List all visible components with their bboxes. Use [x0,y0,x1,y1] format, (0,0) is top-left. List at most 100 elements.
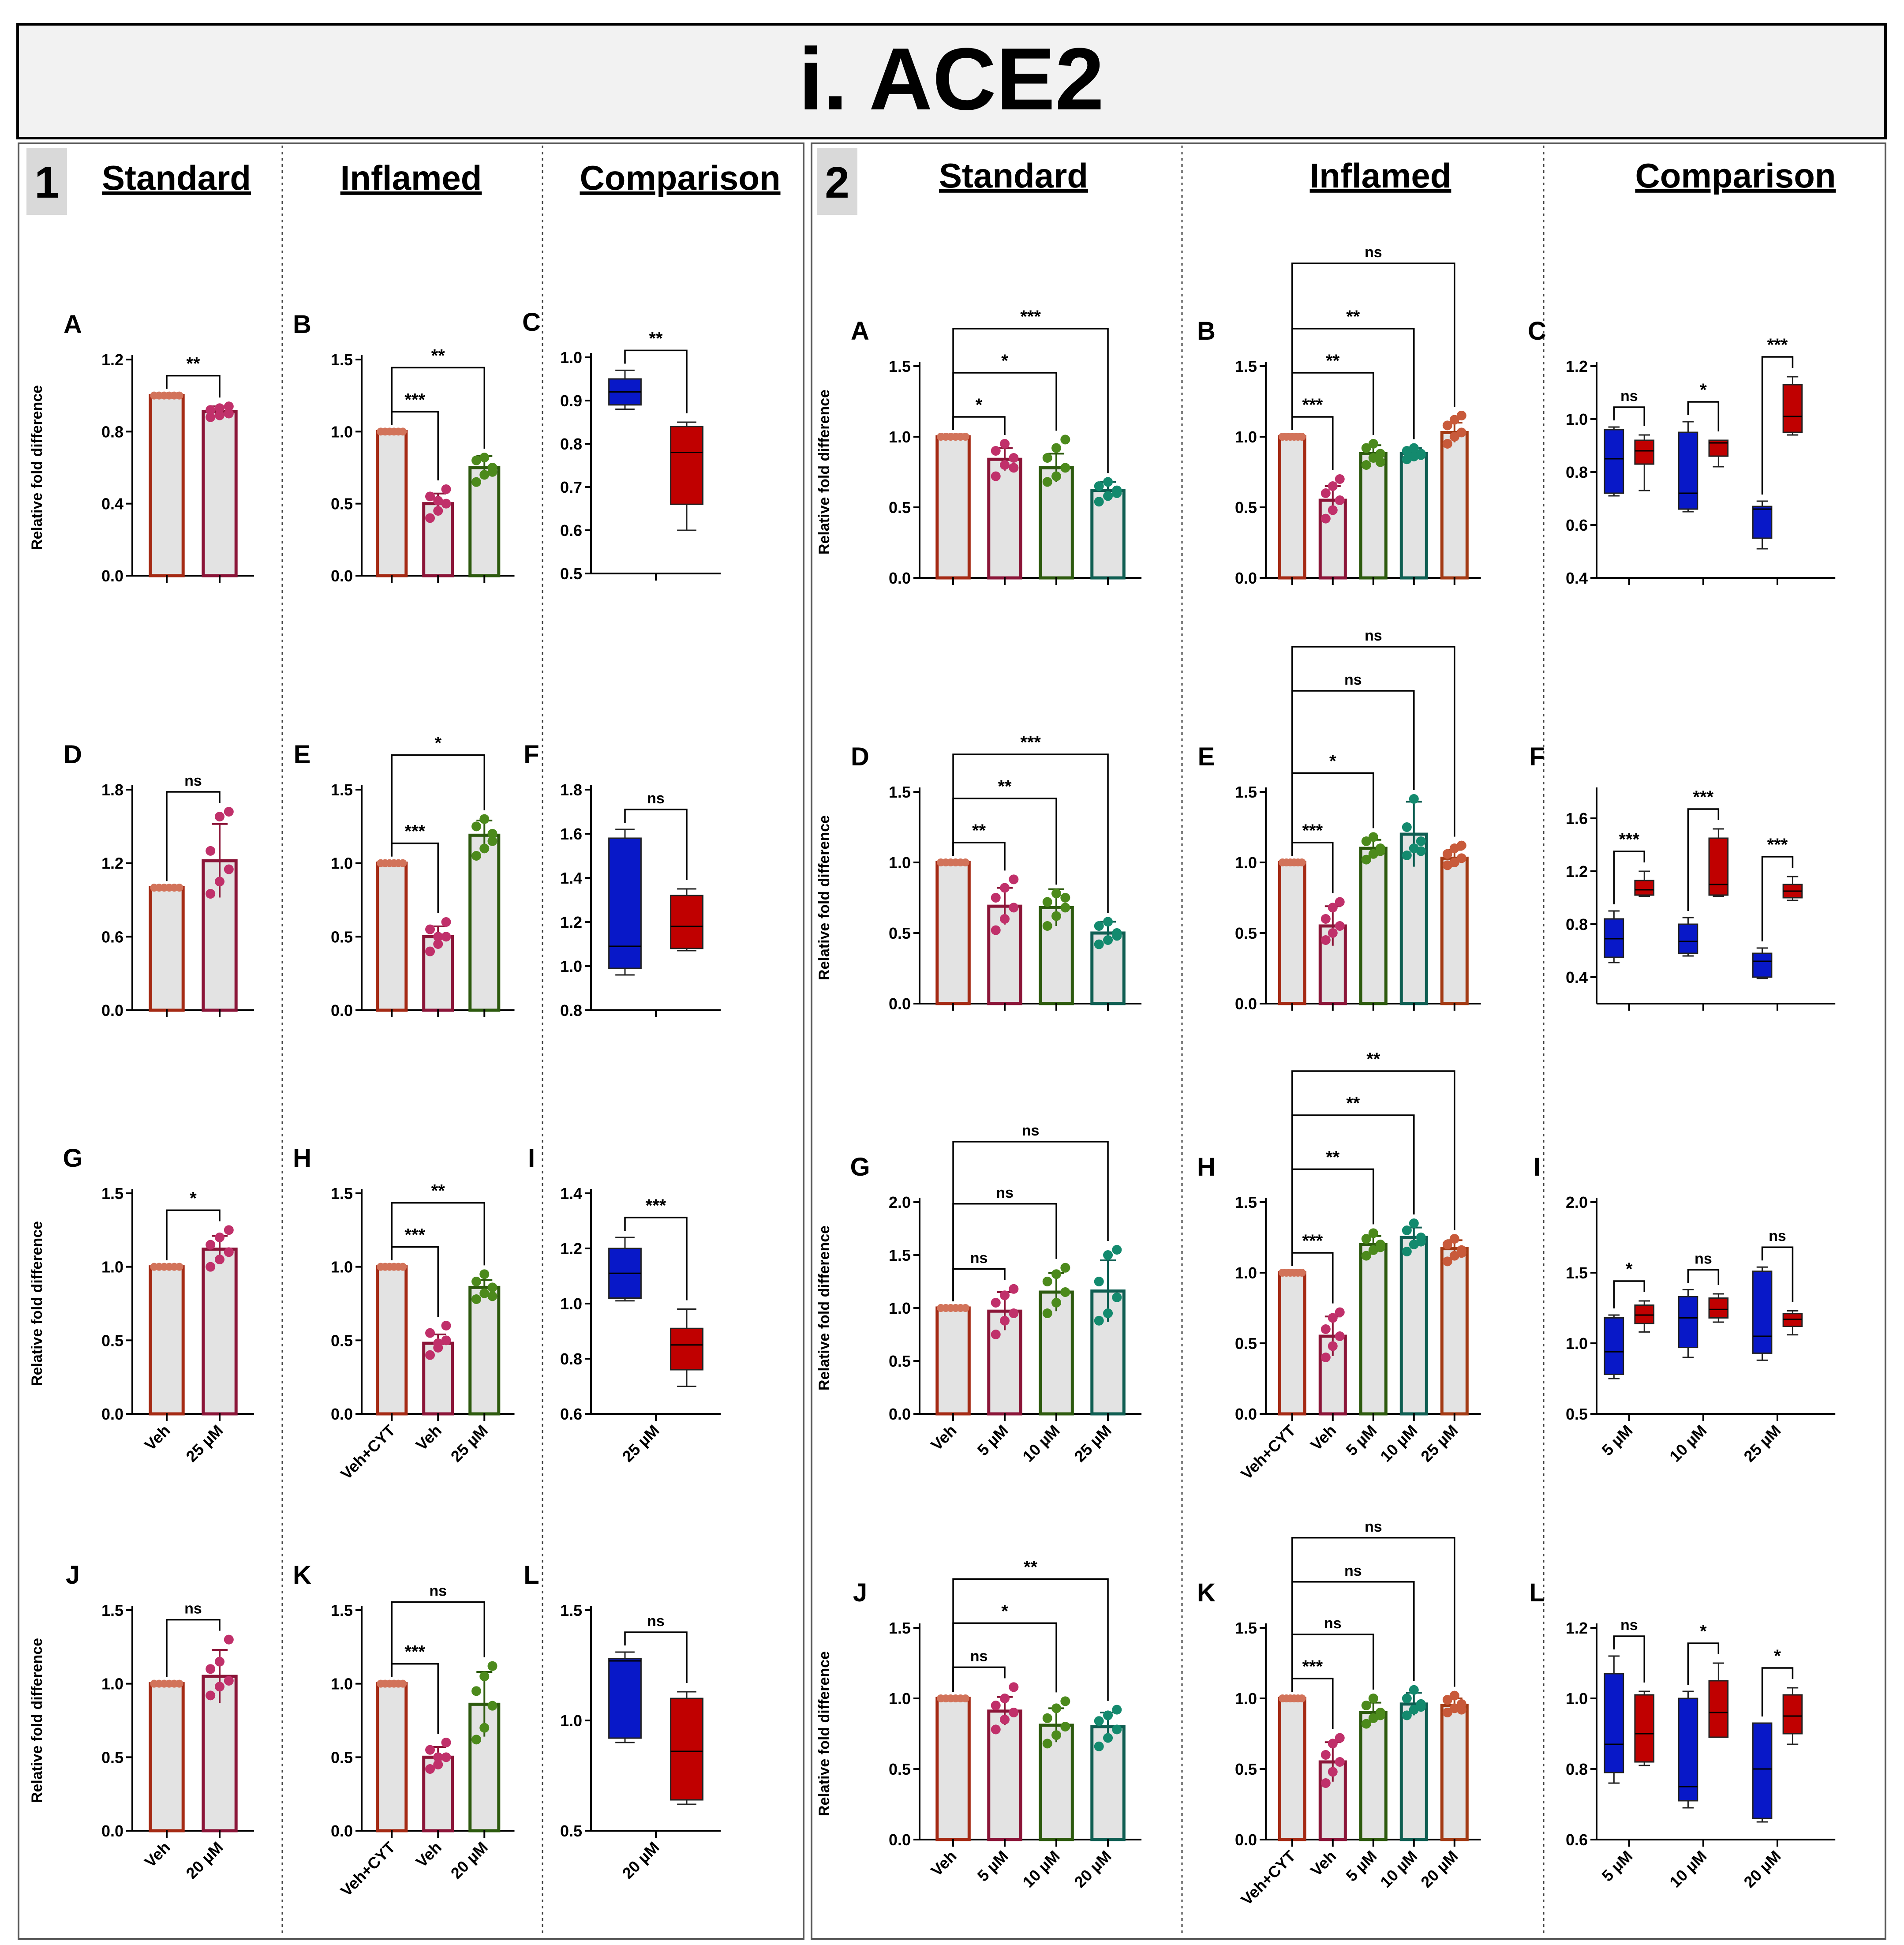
significance-label: ns [1365,244,1382,261]
data-point [479,1671,490,1681]
data-point [1449,432,1459,442]
y-tick-label: 2.0 [1566,1193,1588,1211]
x-tick-label: 10 µM [1019,1421,1063,1465]
box [1604,1317,1624,1375]
panel-letter: B [293,310,311,339]
data-point [1000,1715,1010,1724]
y-tick-label: 1.0 [101,1258,123,1276]
y-tick-label: 1.0 [1235,428,1257,446]
y-tick-label: 0.7 [560,478,582,496]
data-point [1000,439,1010,449]
data-point [487,467,498,477]
panel-letter: I [1534,1153,1541,1181]
significance-label: * [1329,751,1336,771]
data-point [425,1745,435,1755]
significance-label: *** [1020,307,1041,326]
bar [202,410,238,577]
y-tick-label: 1.5 [1235,1193,1257,1211]
y-tick-label: 1.6 [560,825,582,843]
data-point [1335,495,1345,505]
data-point [1051,1730,1062,1740]
y-tick-label: 0.0 [101,1822,123,1840]
x-tick-label: 10 µM [1377,1847,1421,1891]
data-point [1328,1341,1338,1351]
y-tick-label: 0.0 [889,569,911,587]
significance-label: * [1626,1259,1633,1279]
x-tick-label: 5 µM [1342,1847,1380,1885]
data-point [1298,1694,1306,1702]
y-tick-label: 0.5 [1235,924,1257,942]
panel-letter: E [1198,742,1215,771]
significance-label: * [1001,351,1008,371]
y-tick-label: 1.5 [101,1601,123,1619]
data-point [399,1679,407,1688]
y-tick-label: 1.2 [1566,862,1588,881]
y-tick-label: 0.5 [331,1748,353,1766]
y-tick-label: 1.2 [560,913,582,931]
bar [1440,1247,1469,1416]
data-point [215,1682,224,1692]
significance-bracket [952,1666,1006,1692]
bar [935,1306,971,1416]
data-point [1449,1690,1459,1701]
x-tick-label: 25 µM [1740,1421,1784,1465]
significance-label: ns [647,790,665,807]
panel-letter: L [1529,1578,1545,1607]
bar [376,862,408,1012]
x-tick-label: 25 µM [182,1421,226,1465]
x-tick-label: 10 µM [1666,1421,1710,1465]
data-point [1000,460,1010,470]
data-point [1375,449,1385,459]
significance-label: ns [1324,1615,1342,1632]
data-point [433,496,443,506]
significance-bracket [1613,851,1645,904]
significance-label: ns [996,1184,1014,1201]
data-point [1456,411,1466,420]
y-tick-label: 1.5 [889,1246,911,1264]
data-point [1335,1307,1345,1317]
bar [1278,1697,1306,1841]
y-tick-label: 0.5 [1235,1760,1257,1778]
data-point [1094,481,1104,491]
data-point [215,877,224,887]
y-tick-label: 1.5 [331,351,353,369]
data-point [1103,1733,1113,1743]
data-point [479,1288,490,1298]
y-tick-label: 1.6 [1566,809,1588,828]
y-tick-label: 1.5 [331,781,353,799]
data-point [1368,439,1378,449]
data-point [1375,1710,1385,1720]
panel-letter: C [522,308,541,337]
column-header-comparison: Comparison [580,158,780,197]
box [1752,1270,1773,1354]
data-point [471,477,482,487]
data-point [1416,836,1426,846]
y-tick-label: 1.0 [1235,854,1257,872]
y-tick-label: 1.5 [1566,1264,1588,1282]
data-point [487,1282,498,1293]
significance-label: ** [1346,1094,1360,1113]
panel-letter: A [64,310,82,339]
box [1752,506,1773,539]
significance-bracket [952,1268,1006,1301]
x-tick-label: 5 µM [974,1847,1012,1885]
data-point [1112,931,1122,941]
y-tick-label: 0.5 [560,1822,582,1840]
data-point [1409,443,1419,453]
y-tick-label: 1.5 [889,357,911,375]
significance-bracket [952,1578,1109,1701]
panel-letter: F [524,740,539,769]
data-point [1402,1225,1412,1235]
data-point [441,1321,451,1330]
y-tick-label: 1.2 [560,1240,582,1258]
significance-label: ** [1366,1049,1380,1069]
data-point [1051,1269,1062,1279]
x-tick-label: 20 µM [182,1838,226,1882]
y-tick-label: 0.5 [560,565,582,583]
data-point [487,1661,498,1671]
x-tick-label: Veh [927,1421,960,1454]
significance-bracket [624,809,688,880]
section-number-box [817,148,857,215]
data-point [1361,1234,1371,1244]
box [1634,880,1655,896]
